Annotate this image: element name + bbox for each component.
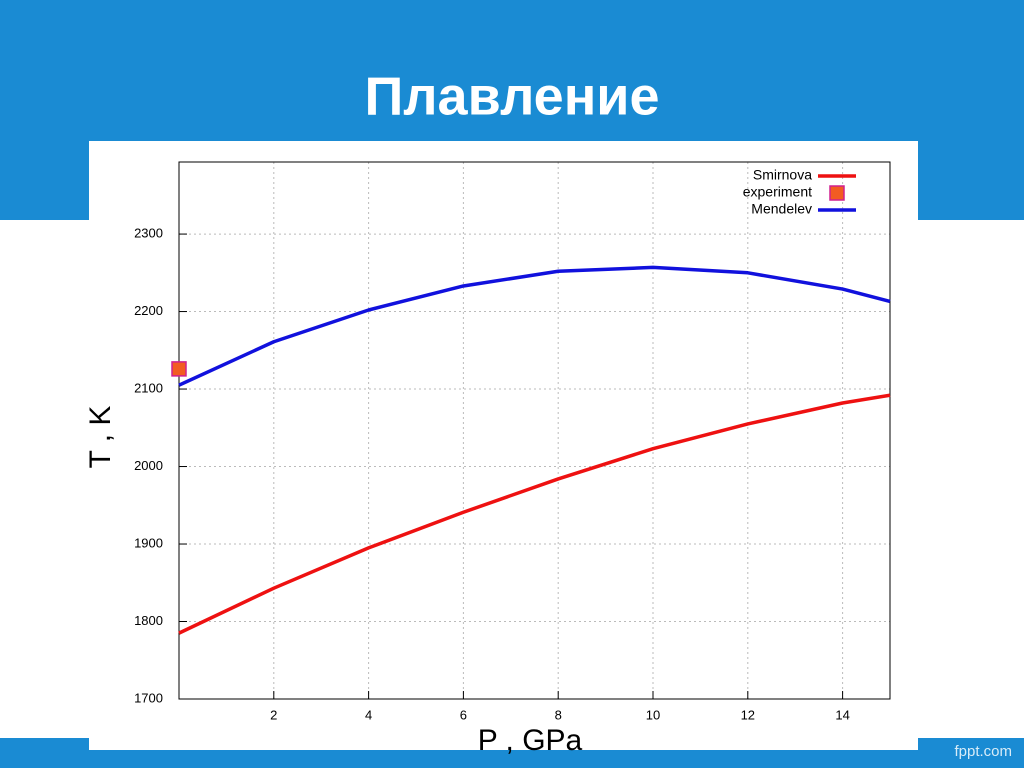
line	[178, 265, 891, 387]
legend-swatch	[829, 185, 845, 201]
x-tick-label: 6	[460, 707, 467, 722]
y-tick-label: 2000	[134, 458, 163, 473]
x-tick-label: 12	[741, 707, 755, 722]
x-tick-label: 10	[646, 707, 660, 722]
y-tick-label: 2200	[134, 303, 163, 318]
marker	[171, 361, 187, 377]
x-tick-label: 8	[555, 707, 562, 722]
slide-title: Плавление	[364, 66, 659, 126]
y-tick-label: 1900	[134, 535, 163, 550]
x-tick-label: 2	[270, 707, 277, 722]
y-tick-label: 1800	[134, 613, 163, 628]
footer-text: fppt.com	[954, 743, 1012, 760]
x-tick-label: 14	[835, 707, 849, 722]
legend-label: Smirnova	[753, 167, 812, 183]
y-axis-label: T , K	[84, 406, 117, 469]
y-tick-label: 2300	[134, 226, 163, 241]
line	[178, 393, 891, 635]
plot-frame	[178, 161, 891, 700]
x-tick-label: 4	[365, 707, 372, 722]
chart-panel	[89, 141, 918, 750]
legend-label: experiment	[743, 184, 812, 200]
y-tick-label: 2100	[134, 380, 163, 395]
x-axis-label: P , GPa	[478, 724, 583, 757]
y-tick-label: 1700	[134, 690, 163, 705]
legend-label: Mendelev	[751, 201, 812, 217]
